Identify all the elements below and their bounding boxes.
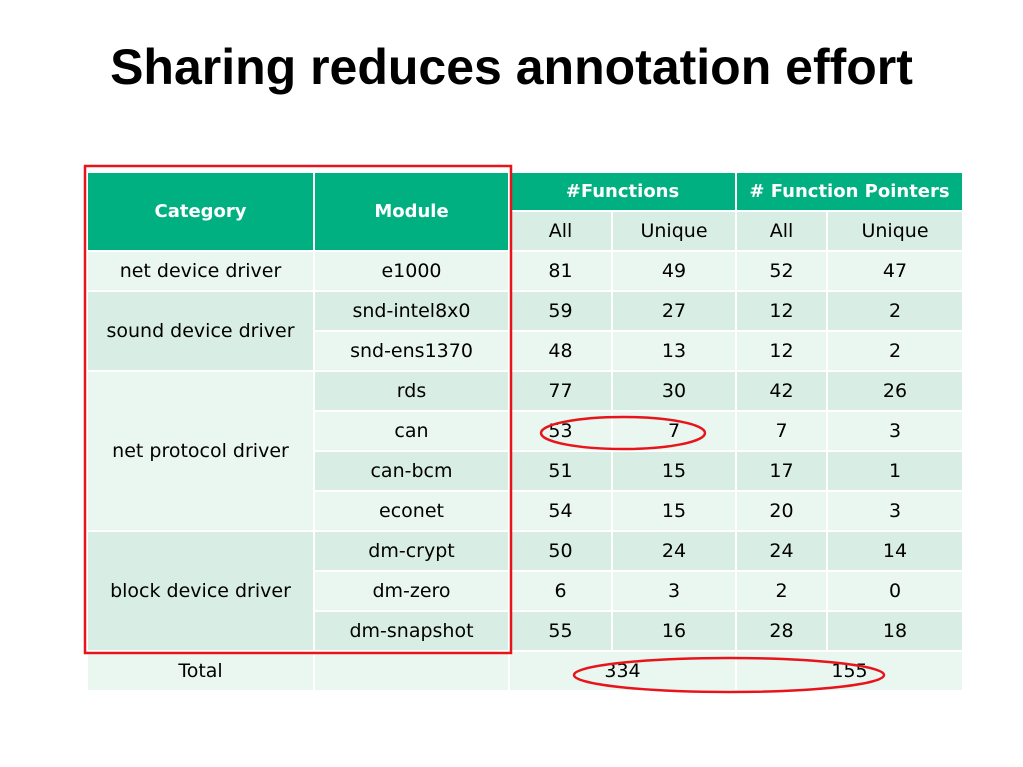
pointers-all-cell: 12 [735, 290, 828, 332]
module-cell: e1000 [313, 250, 510, 292]
pointers-unique-cell: 2 [826, 330, 964, 372]
functions-unique-cell: 49 [611, 250, 737, 292]
pointers-unique-cell: 0 [826, 570, 964, 612]
total-label: Total [86, 650, 315, 692]
pointers-unique-cell: 1 [826, 450, 964, 492]
pointers-all-cell: 20 [735, 490, 828, 532]
header-pointers-unique: Unique [826, 210, 964, 252]
functions-all-cell: 53 [508, 410, 613, 452]
functions-unique-cell: 30 [611, 370, 737, 412]
total-row: Total 334 155 [86, 650, 964, 692]
module-cell: dm-snapshot [313, 610, 510, 652]
pointers-all-cell: 17 [735, 450, 828, 492]
functions-all-cell: 55 [508, 610, 613, 652]
total-module-cell [313, 650, 510, 692]
table-row: net device driver e1000 81 49 52 47 [86, 250, 964, 292]
category-cell: block device driver [86, 530, 315, 652]
functions-unique-cell: 15 [611, 490, 737, 532]
pointers-unique-cell: 18 [826, 610, 964, 652]
total-functions: 334 [508, 650, 737, 692]
functions-unique-cell: 13 [611, 330, 737, 372]
functions-unique-cell: 15 [611, 450, 737, 492]
table-row: block device driver dm-crypt 50 24 24 14 [86, 530, 964, 652]
category-cell: net device driver [86, 250, 315, 292]
module-cell: snd-intel8x0 [313, 290, 510, 332]
slide-title: Sharing reduces annotation effort [110, 39, 913, 95]
header-functions-all: All [508, 210, 613, 252]
pointers-all-cell: 12 [735, 330, 828, 372]
functions-all-cell: 59 [508, 290, 613, 332]
pointers-unique-cell: 2 [826, 290, 964, 332]
pointers-unique-cell: 47 [826, 250, 964, 292]
module-cell: dm-crypt [313, 530, 510, 572]
pointers-unique-cell: 3 [826, 410, 964, 452]
functions-all-cell: 81 [508, 250, 613, 292]
header-module: Module [313, 171, 510, 252]
module-cell: rds [313, 370, 510, 412]
header-functions-unique: Unique [611, 210, 737, 252]
pointers-unique-cell: 14 [826, 530, 964, 572]
pointers-all-cell: 52 [735, 250, 828, 292]
functions-all-cell: 50 [508, 530, 613, 572]
module-cell: econet [313, 490, 510, 532]
functions-unique-cell: 16 [611, 610, 737, 652]
functions-unique-cell: 3 [611, 570, 737, 612]
module-cell: dm-zero [313, 570, 510, 612]
pointers-unique-cell: 3 [826, 490, 964, 532]
functions-all-cell: 77 [508, 370, 613, 412]
header-functions: #Functions [508, 171, 737, 212]
functions-unique-cell: 27 [611, 290, 737, 332]
pointers-all-cell: 42 [735, 370, 828, 412]
total-function-pointers: 155 [735, 650, 964, 692]
annotation-table: Category Module #Functions # Function Po… [86, 171, 964, 692]
pointers-all-cell: 7 [735, 410, 828, 452]
table-row: net protocol driver rds 77 30 42 26 [86, 370, 964, 532]
pointers-all-cell: 2 [735, 570, 828, 612]
module-cell: can-bcm [313, 450, 510, 492]
functions-all-cell: 51 [508, 450, 613, 492]
functions-all-cell: 48 [508, 330, 613, 372]
functions-all-cell: 54 [508, 490, 613, 532]
table-row: sound device driver snd-intel8x0 59 27 1… [86, 290, 964, 372]
category-cell: sound device driver [86, 290, 315, 372]
header-pointers-all: All [735, 210, 828, 252]
functions-all-cell: 6 [508, 570, 613, 612]
header-row-2: All Unique All Unique [87, 210, 964, 252]
module-cell: snd-ens1370 [313, 330, 510, 372]
pointers-all-cell: 24 [735, 530, 828, 572]
header-row-1: Category Module #Functions # Function Po… [86, 171, 964, 252]
pointers-all-cell: 28 [735, 610, 828, 652]
header-category: Category [86, 171, 315, 252]
pointers-unique-cell: 26 [826, 370, 964, 412]
category-cell: net protocol driver [86, 370, 315, 532]
functions-unique-cell: 24 [611, 530, 737, 572]
header-function-pointers: # Function Pointers [735, 171, 964, 212]
module-cell: can [313, 410, 510, 452]
functions-unique-cell: 7 [611, 410, 737, 452]
